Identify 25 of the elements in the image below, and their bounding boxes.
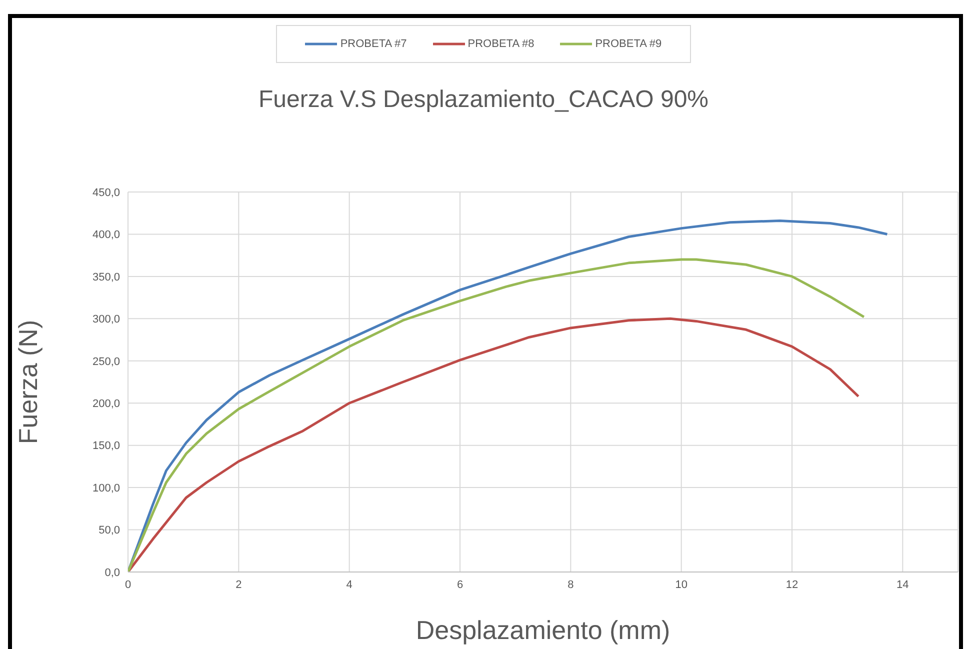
- y-tick-label: 0,0: [104, 566, 120, 579]
- y-tick-label: 300,0: [92, 314, 120, 326]
- line-series: [128, 317, 860, 572]
- legend-label: PROBETA #7: [339, 38, 407, 50]
- y-tick-label: 350,0: [92, 271, 120, 284]
- x-tick-label: 8: [568, 578, 574, 591]
- y-tick-label: 450,0: [92, 186, 120, 199]
- y-tick-label: 400,0: [92, 229, 120, 242]
- legend-label: PROBETA #9: [594, 38, 662, 50]
- x-tick-label: 12: [786, 578, 798, 591]
- x-tick-label: 14: [896, 578, 909, 591]
- x-axis-title: Desplazamiento (mm): [416, 615, 670, 645]
- x-tick-label: 6: [456, 578, 464, 591]
- y-tick-label: 100,0: [92, 482, 120, 494]
- y-tick-label: 250,0: [92, 356, 120, 368]
- legend-label: PROBETA #8: [466, 38, 534, 50]
- x-tick-label: 2: [236, 578, 242, 591]
- x-tick-label: 0: [124, 578, 132, 591]
- chart-title: Fuerza V.S Desplazamiento_CACAO 90%: [258, 86, 710, 114]
- y-axis-title: Fuerza (N): [13, 320, 44, 444]
- x-tick-label: 10: [675, 578, 688, 591]
- y-tick-label: 50,0: [98, 524, 120, 537]
- y-tick-label: 150,0: [92, 440, 120, 452]
- y-tick-label: 200,0: [92, 398, 120, 410]
- x-tick-label: 4: [346, 578, 352, 591]
